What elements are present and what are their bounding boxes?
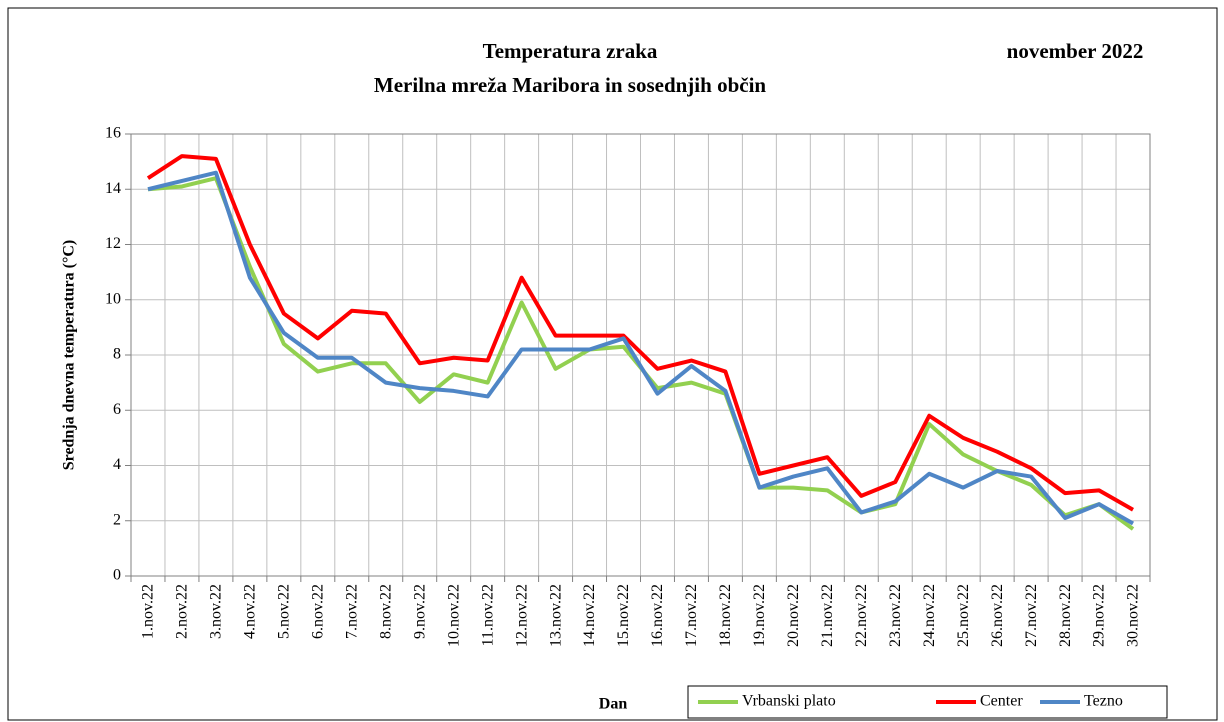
y-tick-label: 2: [113, 511, 121, 528]
y-tick-label: 4: [113, 456, 121, 473]
x-tick-label: 15.nov.22: [615, 584, 632, 647]
x-tick-label: 12.nov.22: [513, 584, 530, 647]
x-tick-label: 21.nov.22: [819, 584, 836, 647]
x-tick-label: 2.nov.22: [174, 584, 191, 639]
chart-period: november 2022: [1007, 39, 1144, 63]
y-tick-label: 14: [105, 180, 121, 197]
x-tick-label: 17.nov.22: [683, 584, 700, 647]
series-line: [146, 154, 1135, 512]
y-axis-title: Srednja dnevna temperatura (°C): [61, 240, 78, 471]
series-line: [147, 170, 1135, 526]
x-tick-label: 14.nov.22: [581, 584, 598, 647]
x-tick-label: 7.nov.22: [343, 584, 360, 639]
x-tick-label: 20.nov.22: [785, 584, 802, 647]
x-tick-label: 19.nov.22: [751, 584, 768, 647]
legend-label: Vrbanski plato: [742, 693, 836, 710]
x-tick-label: 23.nov.22: [887, 584, 904, 647]
x-tick-label: 24.nov.22: [921, 584, 938, 647]
x-tick-label: 16.nov.22: [649, 584, 666, 647]
x-tick-label: 18.nov.22: [717, 584, 734, 647]
y-tick-label: 12: [105, 235, 121, 252]
chart-title: Temperatura zraka: [483, 39, 658, 63]
chart-subtitle: Merilna mreža Maribora in sosednjih obči…: [374, 73, 766, 97]
x-tick-label: 8.nov.22: [377, 584, 394, 639]
x-tick-label: 4.nov.22: [242, 584, 259, 639]
x-tick-label: 10.nov.22: [445, 584, 462, 647]
x-tick-label: 27.nov.22: [1023, 584, 1040, 647]
y-tick-label: 0: [113, 567, 121, 584]
x-tick-label: 9.nov.22: [411, 584, 428, 639]
x-tick-label: 30.nov.22: [1125, 584, 1142, 647]
y-tick-label: 6: [113, 401, 121, 418]
x-tick-label: 6.nov.22: [309, 584, 326, 639]
legend-label: Center: [980, 693, 1023, 710]
y-tick-label: 8: [113, 346, 121, 363]
x-tick-label: 29.nov.22: [1091, 584, 1108, 647]
x-tick-label: 3.nov.22: [208, 584, 225, 639]
legend-label: Tezno: [1084, 693, 1123, 710]
x-axis-title: Dan: [599, 696, 628, 713]
x-tick-label: 26.nov.22: [989, 584, 1006, 647]
legend-box: [687, 685, 1168, 719]
x-tick-label: 25.nov.22: [955, 584, 972, 647]
chart-border: [7, 7, 1218, 721]
y-tick-label: 16: [105, 125, 121, 142]
x-tick-label: 22.nov.22: [853, 584, 870, 647]
x-tick-label: 1.nov.22: [140, 584, 157, 639]
x-tick-label: 28.nov.22: [1057, 584, 1074, 647]
y-tick-label: 10: [105, 290, 121, 307]
x-tick-label: 13.nov.22: [547, 584, 564, 647]
x-tick-label: 11.nov.22: [479, 584, 496, 646]
x-tick-label: 5.nov.22: [276, 584, 293, 639]
